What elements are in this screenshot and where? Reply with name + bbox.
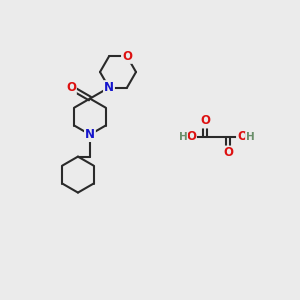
Text: H: H: [178, 132, 188, 142]
Text: O: O: [122, 50, 132, 63]
Text: O: O: [237, 130, 247, 143]
Text: O: O: [200, 115, 210, 128]
Text: N: N: [85, 128, 95, 141]
Text: O: O: [186, 130, 196, 143]
Text: O: O: [66, 81, 76, 94]
Text: N: N: [104, 81, 114, 94]
Text: H: H: [246, 132, 254, 142]
Text: O: O: [223, 146, 233, 160]
